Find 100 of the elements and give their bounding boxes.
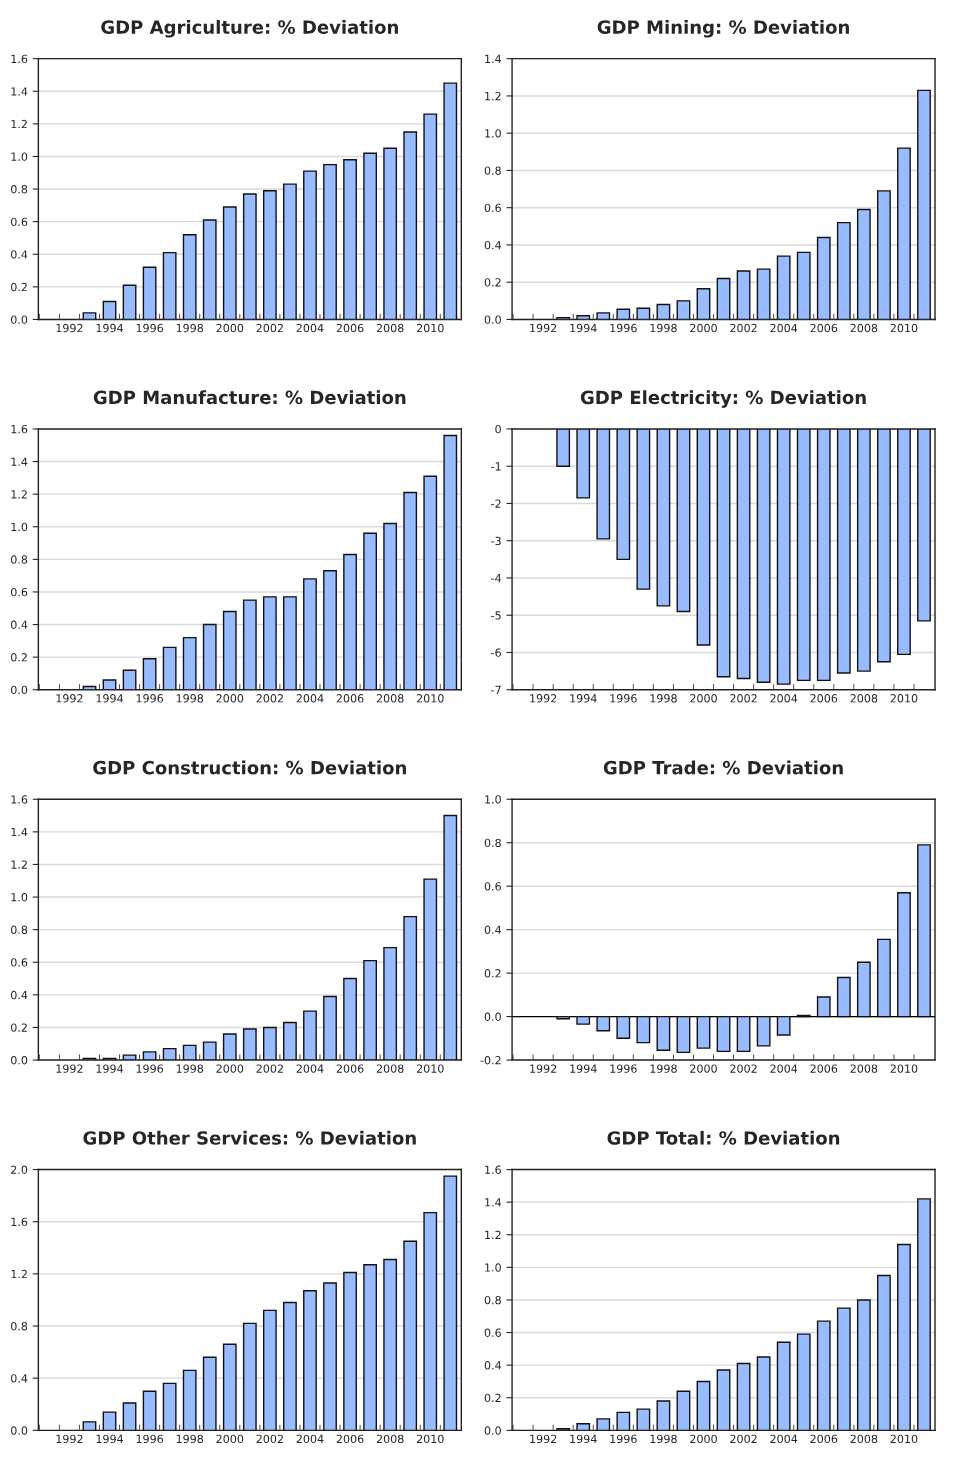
chart-title: GDP Construction: % Deviation xyxy=(93,760,406,775)
bar xyxy=(242,1322,257,1431)
y-tick-label: -2 xyxy=(491,499,501,508)
y-tick-label: 1.4 xyxy=(11,827,28,837)
y-tick-label: 1.4 xyxy=(11,457,28,466)
x-tick-label: 2000 xyxy=(690,1434,717,1444)
bar xyxy=(443,814,458,1061)
x-tick-label: 2004 xyxy=(296,694,324,703)
bar xyxy=(383,946,398,1061)
bar xyxy=(636,307,651,320)
bar xyxy=(776,1015,791,1036)
x-tick-label: 1994 xyxy=(570,1064,597,1073)
x-tick-label: 2006 xyxy=(336,323,364,333)
x-tick-label: 2000 xyxy=(216,1434,244,1444)
x-tick-label: 2008 xyxy=(376,1434,404,1444)
bar xyxy=(877,1274,891,1431)
bar xyxy=(343,977,357,1061)
y-tick-label: 0.2 xyxy=(484,1393,501,1403)
bar xyxy=(162,646,177,690)
chart-title: GDP Manufacture: % Deviation xyxy=(93,390,406,405)
chart-title: GDP Mining: % Deviation xyxy=(597,19,849,38)
y-tick-label: 0.0 xyxy=(484,1426,501,1435)
x-tick-label: 2000 xyxy=(216,694,244,703)
bar xyxy=(363,532,378,690)
bar xyxy=(202,1356,217,1431)
bar xyxy=(616,308,631,320)
x-tick-label: 2006 xyxy=(336,694,364,703)
bar xyxy=(142,266,157,320)
bar xyxy=(142,658,157,690)
y-tick-label: 0.0 xyxy=(11,1056,28,1065)
y-tick-label: 0.4 xyxy=(11,250,28,259)
bar xyxy=(122,284,137,320)
bar xyxy=(856,208,871,320)
bar xyxy=(696,1015,711,1049)
x-tick-label: 2008 xyxy=(850,323,878,333)
bar xyxy=(102,1411,117,1431)
bar xyxy=(756,1356,771,1431)
bar xyxy=(303,1010,317,1061)
bar xyxy=(736,270,751,320)
bar xyxy=(856,1299,871,1431)
y-tick-label: 1.2 xyxy=(11,860,27,869)
x-tick-label: 2006 xyxy=(336,1434,364,1444)
bar xyxy=(897,892,911,1018)
bar xyxy=(616,1015,631,1039)
x-tick-label: 2006 xyxy=(810,1064,838,1073)
bar xyxy=(423,113,438,320)
y-tick-label: 0.0 xyxy=(484,1012,501,1021)
x-tick-label: 2006 xyxy=(810,694,838,703)
bar xyxy=(122,669,137,690)
x-tick-label: 2010 xyxy=(890,694,918,703)
y-tick-label: 0.4 xyxy=(11,620,28,629)
x-tick-label: 1994 xyxy=(96,1064,124,1073)
y-tick-label: 0.0 xyxy=(484,315,501,324)
x-tick-label: 2004 xyxy=(296,323,324,333)
y-tick-label: 0.8 xyxy=(11,185,28,194)
x-tick-label: 2010 xyxy=(416,694,444,703)
y-tick-label: 0.8 xyxy=(484,838,501,848)
x-tick-label: 1996 xyxy=(136,323,164,333)
y-tick-label: 0.4 xyxy=(484,240,502,250)
bar xyxy=(403,491,418,690)
y-tick-label: 1.0 xyxy=(11,893,28,902)
bar xyxy=(917,1198,931,1431)
bar xyxy=(303,170,317,320)
x-tick-label: 1996 xyxy=(136,1064,164,1073)
bar xyxy=(262,1026,277,1061)
bar xyxy=(636,1015,651,1044)
x-tick-label: 2008 xyxy=(376,694,404,703)
bar xyxy=(283,183,297,320)
bar xyxy=(877,190,891,320)
y-tick-label: 1.2 xyxy=(11,490,27,499)
x-tick-label: 1994 xyxy=(96,694,124,703)
bar xyxy=(323,1282,337,1431)
bar xyxy=(716,1015,731,1053)
x-tick-label: 2006 xyxy=(810,323,838,333)
x-tick-label: 2004 xyxy=(770,694,798,703)
y-tick-label: 0.2 xyxy=(484,278,501,287)
bar xyxy=(303,578,317,690)
x-tick-label: 2010 xyxy=(890,1064,918,1073)
x-tick-label: 1998 xyxy=(176,323,204,333)
y-tick-label: -0.2 xyxy=(480,1056,501,1065)
bar xyxy=(222,1033,237,1061)
x-tick-label: 1996 xyxy=(610,1064,637,1073)
bar xyxy=(796,1333,811,1431)
x-tick-label: 1996 xyxy=(610,1434,637,1444)
bar xyxy=(162,1047,177,1061)
bar xyxy=(242,599,257,690)
x-tick-label: 2002 xyxy=(256,1064,283,1073)
bar xyxy=(423,878,438,1061)
chart-title: GDP Electricity: % Deviation xyxy=(580,390,866,408)
bar xyxy=(142,1390,157,1431)
y-tick-label: 1.6 xyxy=(11,54,28,64)
bar xyxy=(776,1341,791,1431)
bar xyxy=(576,1015,591,1025)
x-tick-label: 2002 xyxy=(730,694,757,703)
bar xyxy=(776,255,791,320)
bar xyxy=(343,1271,357,1431)
bar xyxy=(403,915,418,1061)
bar xyxy=(696,1380,711,1431)
bar xyxy=(676,1015,691,1054)
bar xyxy=(262,1309,277,1431)
